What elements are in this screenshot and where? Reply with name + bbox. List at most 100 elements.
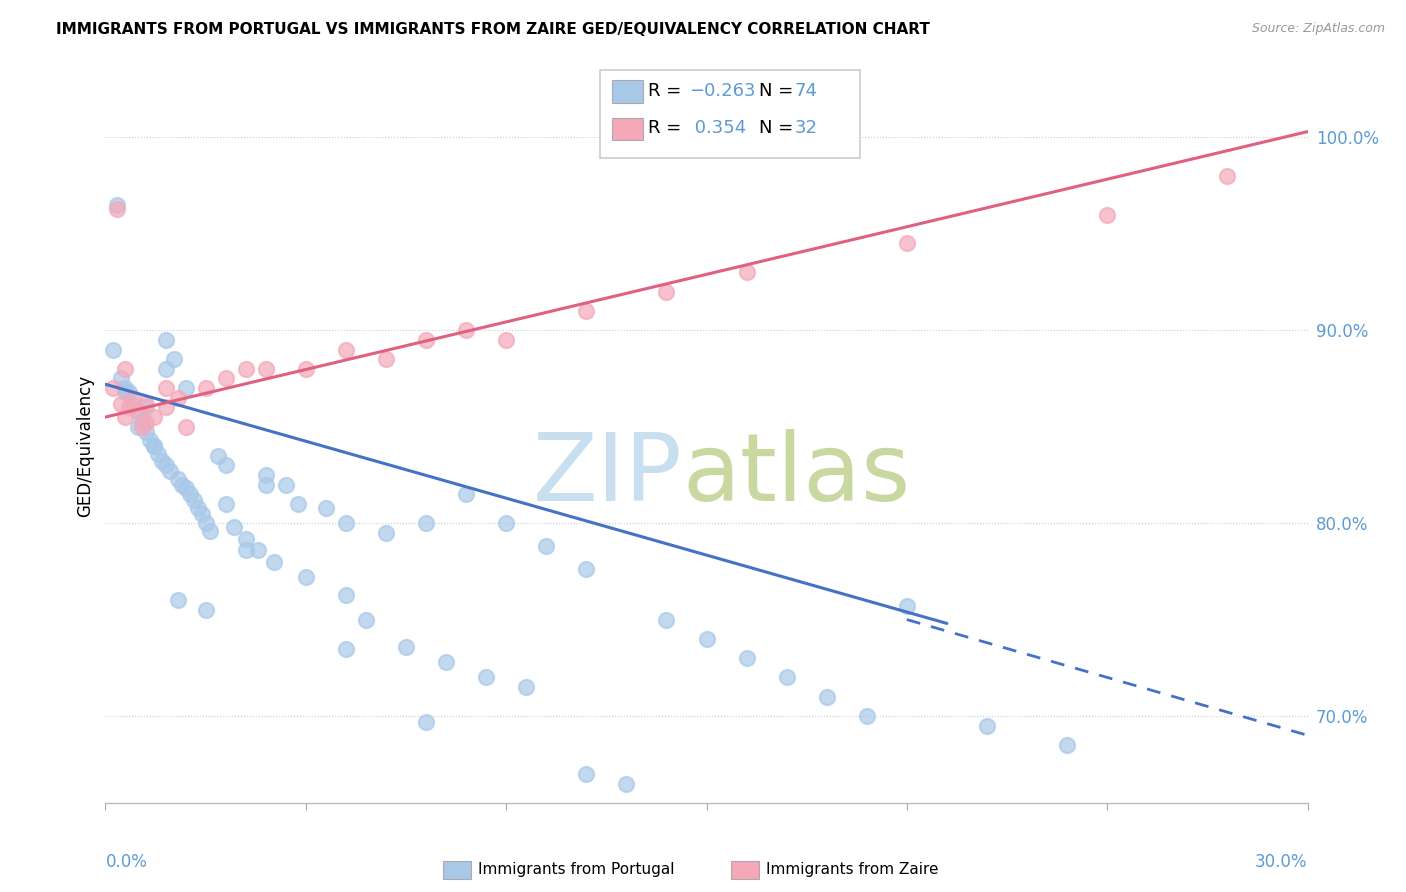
Point <box>194 381 217 395</box>
Point <box>415 333 437 347</box>
Text: atlas: atlas <box>682 428 911 521</box>
Text: R =: R = <box>648 120 682 137</box>
Point <box>155 458 177 473</box>
Point <box>395 640 418 654</box>
Point <box>815 690 838 704</box>
Point <box>254 477 277 491</box>
Point <box>263 555 285 569</box>
Point <box>127 404 149 418</box>
Point <box>254 467 277 482</box>
Point <box>696 632 718 646</box>
Point <box>114 381 136 395</box>
Point <box>335 641 357 656</box>
Text: −0.263: −0.263 <box>689 82 755 100</box>
Point <box>190 507 212 521</box>
Point <box>335 343 357 357</box>
Point <box>110 371 132 385</box>
Text: 30.0%: 30.0% <box>1256 853 1308 871</box>
Y-axis label: GED/Equivalency: GED/Equivalency <box>76 375 94 517</box>
Point <box>114 410 136 425</box>
Point <box>235 532 257 546</box>
Point <box>475 670 498 684</box>
Text: R =: R = <box>648 82 682 100</box>
Point <box>235 543 257 558</box>
Point <box>534 539 557 553</box>
Point <box>114 362 136 376</box>
Point <box>138 434 160 448</box>
Point <box>735 265 758 279</box>
Point <box>976 719 998 733</box>
Point <box>335 516 357 530</box>
Point <box>107 198 129 212</box>
Point <box>855 709 877 723</box>
Point <box>131 419 153 434</box>
Point <box>454 487 477 501</box>
Point <box>122 396 145 410</box>
Point <box>222 520 245 534</box>
Point <box>110 396 132 410</box>
Point <box>335 587 357 601</box>
Text: ZIP: ZIP <box>533 428 682 521</box>
Point <box>131 414 153 428</box>
Point <box>155 381 177 395</box>
Point <box>174 482 197 496</box>
Point <box>287 497 309 511</box>
Point <box>495 333 517 347</box>
Point <box>415 714 437 729</box>
Point <box>235 362 257 376</box>
Text: IMMIGRANTS FROM PORTUGAL VS IMMIGRANTS FROM ZAIRE GED/EQUIVALENCY CORRELATION CH: IMMIGRANTS FROM PORTUGAL VS IMMIGRANTS F… <box>56 22 931 37</box>
Point <box>174 419 197 434</box>
Point <box>246 543 269 558</box>
Point <box>146 447 169 461</box>
Point <box>135 425 157 440</box>
Point <box>194 516 217 530</box>
Text: 74: 74 <box>794 82 817 100</box>
Point <box>142 439 165 453</box>
Point <box>174 381 197 395</box>
Point <box>166 593 188 607</box>
Point <box>135 401 157 415</box>
Point <box>118 384 141 399</box>
Point <box>155 362 177 376</box>
Point <box>454 323 477 337</box>
Point <box>155 401 177 415</box>
Point <box>214 371 236 385</box>
Point <box>103 381 125 395</box>
Point <box>1056 738 1078 752</box>
Point <box>374 352 398 367</box>
Point <box>127 419 149 434</box>
Point <box>896 236 918 251</box>
Point <box>162 352 184 367</box>
Point <box>655 613 678 627</box>
Point <box>179 487 201 501</box>
Point <box>896 599 918 613</box>
Point <box>127 404 149 418</box>
Text: Immigrants from Zaire: Immigrants from Zaire <box>766 863 939 877</box>
Point <box>374 525 398 540</box>
Point <box>735 651 758 665</box>
Point <box>194 603 217 617</box>
Point <box>1097 208 1119 222</box>
Text: 32: 32 <box>794 120 817 137</box>
Point <box>107 202 129 216</box>
Point <box>274 477 297 491</box>
Point <box>155 333 177 347</box>
Point <box>166 472 188 486</box>
Point <box>170 477 193 491</box>
Point <box>575 562 598 576</box>
Point <box>254 362 277 376</box>
Point <box>434 655 457 669</box>
Point <box>515 680 537 694</box>
Point <box>103 343 125 357</box>
Point <box>214 497 236 511</box>
Text: N =: N = <box>759 120 793 137</box>
Point <box>142 410 165 425</box>
Point <box>616 776 638 790</box>
Point <box>655 285 678 299</box>
Point <box>114 384 136 399</box>
Point <box>187 500 209 515</box>
Point <box>295 362 318 376</box>
Text: Immigrants from Portugal: Immigrants from Portugal <box>478 863 675 877</box>
Point <box>159 464 181 478</box>
Point <box>122 391 145 405</box>
